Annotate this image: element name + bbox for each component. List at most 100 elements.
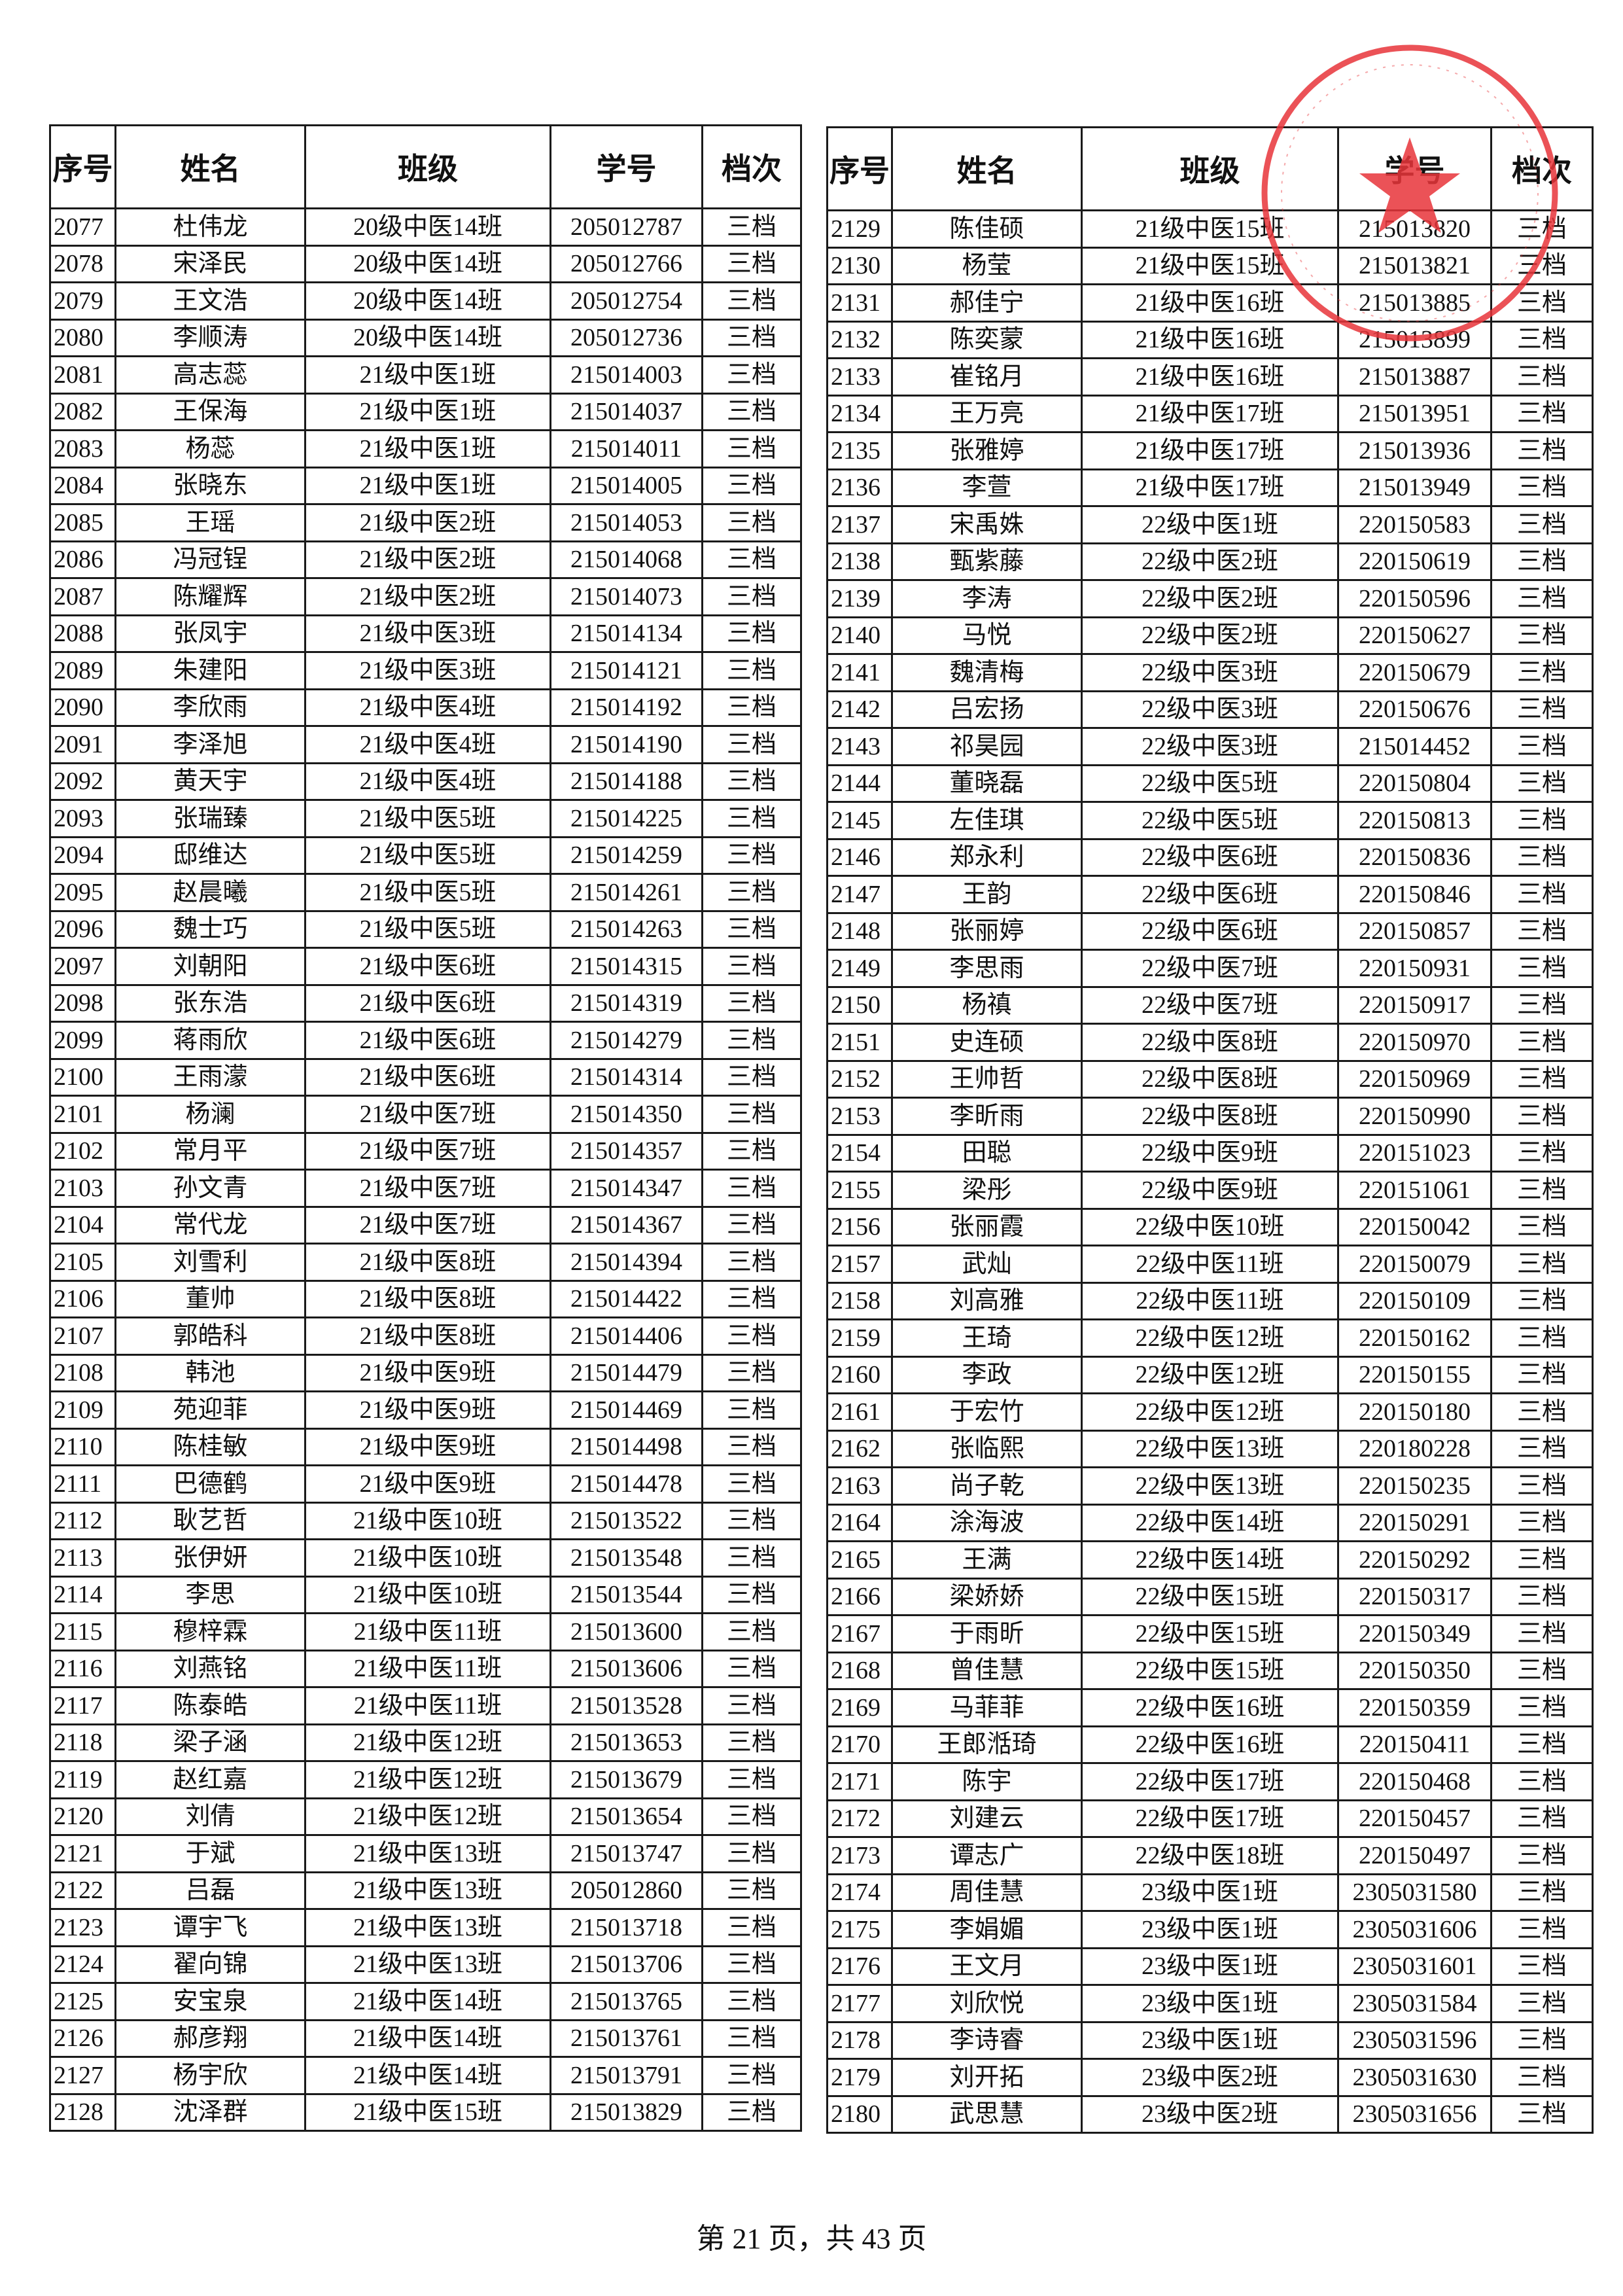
cell-tier: 三档 xyxy=(701,1316,802,1356)
cell-student-id: 215013522 xyxy=(550,1501,703,1540)
table-row: 2164 涂海波 22级中医14班 220150291 三档 xyxy=(826,1503,1594,1542)
cell-name: 蒋雨欣 xyxy=(114,1021,306,1060)
cell-student-id: 220150619 xyxy=(1337,542,1492,581)
cell-tier: 三档 xyxy=(701,1353,802,1392)
cell-class: 21级中医6班 xyxy=(304,983,551,1023)
cell-class: 21级中医9班 xyxy=(304,1464,551,1504)
table-row: 2082 王保海 21级中医1班 215014037 三档 xyxy=(49,392,802,431)
cell-class: 23级中医2班 xyxy=(1081,2094,1339,2134)
table-row: 2153 李昕雨 22级中医8班 220150990 三档 xyxy=(826,1097,1594,1136)
cell-class: 21级中医15班 xyxy=(1081,209,1339,249)
cell-seq: 2151 xyxy=(826,1023,893,1062)
cell-student-id: 215014347 xyxy=(550,1169,703,1208)
cell-tier: 三档 xyxy=(701,762,802,801)
cell-tier: 三档 xyxy=(701,540,802,579)
cell-name: 韩池 xyxy=(114,1353,306,1392)
cell-student-id: 2305031606 xyxy=(1337,1910,1492,1949)
cell-name: 宋泽民 xyxy=(114,244,306,283)
cell-class: 21级中医3班 xyxy=(304,614,551,653)
table-row: 2145 左佳琪 22级中医5班 220150813 三档 xyxy=(826,801,1594,840)
cell-seq: 2117 xyxy=(49,1686,116,1725)
cell-tier: 三档 xyxy=(701,651,802,690)
cell-class: 22级中医13班 xyxy=(1081,1429,1339,1468)
cell-tier: 三档 xyxy=(701,1205,802,1245)
cell-name: 杨禛 xyxy=(891,985,1083,1025)
cell-seq: 2096 xyxy=(49,910,116,949)
cell-student-id: 215014357 xyxy=(550,1131,703,1171)
cell-seq: 2175 xyxy=(826,1910,893,1949)
cell-tier: 三档 xyxy=(1490,2021,1594,2060)
table-row: 2081 高志蕊 21级中医1班 215014003 三档 xyxy=(49,355,802,395)
cell-student-id: 215014422 xyxy=(550,1279,703,1318)
cell-class: 22级中医17班 xyxy=(1081,1799,1339,1838)
table-row: 2120 刘倩 21级中医12班 215013654 三档 xyxy=(49,1797,802,1836)
cell-student-id: 215013791 xyxy=(550,2056,703,2095)
cell-tier: 三档 xyxy=(1490,579,1594,618)
cell-tier: 三档 xyxy=(1490,1984,1594,2023)
cell-name: 陈泰皓 xyxy=(114,1686,306,1725)
table-row: 2088 张凤宇 21级中医3班 215014134 三档 xyxy=(49,614,802,653)
cell-tier: 三档 xyxy=(701,1095,802,1134)
cell-class: 22级中医12班 xyxy=(1081,1392,1339,1432)
cell-tier: 三档 xyxy=(1490,1910,1594,1949)
cell-student-id: 220150349 xyxy=(1337,1614,1492,1653)
cell-seq: 2127 xyxy=(49,2056,116,2095)
cell-name: 谭志广 xyxy=(891,1836,1083,1875)
cell-tier: 三档 xyxy=(1490,653,1594,692)
cell-name: 宋禹姝 xyxy=(891,505,1083,544)
cell-class: 21级中医13班 xyxy=(304,1908,551,1947)
cell-seq: 2133 xyxy=(826,357,893,397)
cell-name: 李娟媚 xyxy=(891,1910,1083,1949)
cell-student-id: 220150679 xyxy=(1337,653,1492,692)
cell-seq: 2143 xyxy=(826,727,893,766)
cell-class: 21级中医1班 xyxy=(304,429,551,468)
cell-name: 高志蕊 xyxy=(114,355,306,395)
table-row: 2102 常月平 21级中医7班 215014357 三档 xyxy=(49,1131,802,1171)
cell-student-id: 2305031656 xyxy=(1337,2094,1492,2134)
table-row: 2172 刘建云 22级中医17班 220150457 三档 xyxy=(826,1799,1594,1838)
header-class: 班级 xyxy=(304,124,551,209)
cell-tier: 三档 xyxy=(701,1723,802,1762)
cell-class: 22级中医5班 xyxy=(1081,801,1339,840)
cell-class: 21级中医7班 xyxy=(304,1205,551,1245)
cell-student-id: 215014261 xyxy=(550,873,703,912)
cell-tier: 三档 xyxy=(701,1686,802,1725)
cell-name: 常代龙 xyxy=(114,1205,306,1245)
cell-class: 22级中医14班 xyxy=(1081,1540,1339,1580)
cell-tier: 三档 xyxy=(1490,875,1594,914)
cell-student-id: 215014478 xyxy=(550,1464,703,1504)
cell-tier: 三档 xyxy=(701,1871,802,1910)
table-row: 2141 魏清梅 22级中医3班 220150679 三档 xyxy=(826,653,1594,692)
cell-seq: 2176 xyxy=(826,1947,893,1986)
table-row: 2089 朱建阳 21级中医3班 215014121 三档 xyxy=(49,651,802,690)
cell-seq: 2119 xyxy=(49,1760,116,1799)
cell-tier: 三档 xyxy=(701,1464,802,1504)
cell-tier: 三档 xyxy=(701,2093,802,2132)
cell-class: 21级中医4班 xyxy=(304,688,551,727)
cell-name: 王郎湉琦 xyxy=(891,1725,1083,1764)
cell-tier: 三档 xyxy=(701,577,802,616)
cell-tier: 三档 xyxy=(1490,1577,1594,1616)
cell-class: 21级中医6班 xyxy=(304,947,551,986)
cell-student-id: 220150109 xyxy=(1337,1281,1492,1320)
table-row: 2086 冯冠锃 21级中医2班 215014068 三档 xyxy=(49,540,802,579)
cell-seq: 2087 xyxy=(49,577,116,616)
cell-class: 22级中医9班 xyxy=(1081,1133,1339,1173)
table-row: 2097 刘朝阳 21级中医6班 215014315 三档 xyxy=(49,947,802,986)
cell-tier: 三档 xyxy=(701,1279,802,1318)
cell-seq: 2103 xyxy=(49,1169,116,1208)
cell-name: 于宏竹 xyxy=(891,1392,1083,1432)
table-row: 2154 田聪 22级中医9班 220151023 三档 xyxy=(826,1133,1594,1173)
cell-class: 21级中医9班 xyxy=(304,1427,551,1466)
cell-name: 耿艺哲 xyxy=(114,1501,306,1540)
cell-student-id: 220150235 xyxy=(1337,1466,1492,1506)
cell-class: 21级中医2班 xyxy=(304,503,551,542)
cell-seq: 2116 xyxy=(49,1649,116,1688)
cell-seq: 2160 xyxy=(826,1355,893,1394)
cell-student-id: 215013949 xyxy=(1337,468,1492,507)
cell-class: 21级中医8班 xyxy=(304,1279,551,1318)
cell-seq: 2106 xyxy=(49,1279,116,1318)
table-row: 2123 谭宇飞 21级中医13班 215013718 三档 xyxy=(49,1908,802,1947)
cell-seq: 2140 xyxy=(826,616,893,655)
cell-student-id: 215013951 xyxy=(1337,394,1492,433)
